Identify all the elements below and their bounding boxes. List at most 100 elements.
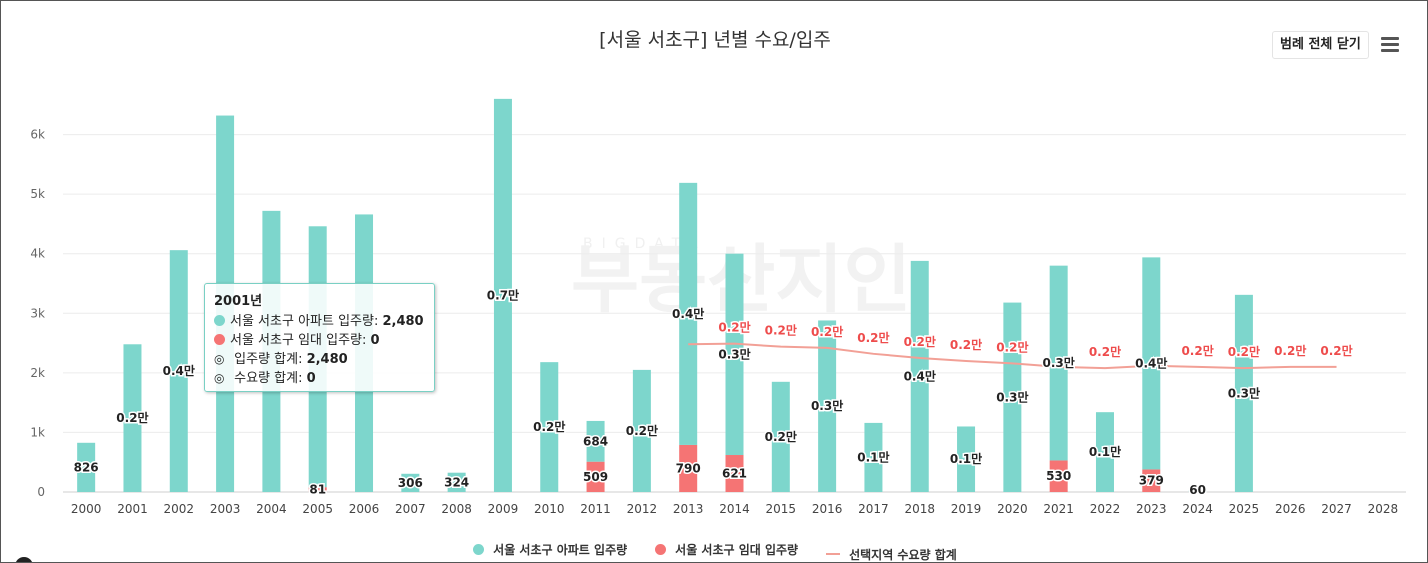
data-label-demand: 0.2만 bbox=[1089, 344, 1121, 359]
data-labels: 826 0.2만 0.4만 81 306 324 0.7만 0.2만 684 509 0.2만 0.4… bbox=[72, 286, 1354, 499]
demand-line-path bbox=[688, 342, 1337, 370]
data-label-apartment: 0.7만 bbox=[487, 287, 519, 302]
data-label-demand: 0.2만 bbox=[718, 320, 750, 335]
data-label-apartment: 826 bbox=[74, 460, 99, 474]
x-tick-label: 2004 bbox=[256, 502, 287, 516]
legend-item[interactable]: 서울 서초구 아파트 입주량 bbox=[473, 541, 627, 558]
data-label-demand: 0.2만 bbox=[1320, 343, 1352, 358]
legend-item[interactable]: 선택지역 수요량 합계 bbox=[826, 546, 957, 563]
legend: 서울 서초구 아파트 입주량 서울 서초구 임대 입주량 선택지역 수요량 합계 bbox=[1, 541, 1427, 563]
bar-apartment bbox=[910, 260, 929, 492]
bar-apartment bbox=[1049, 265, 1068, 461]
tooltip-row-apartment: 서울 서초구 아파트 입주량: 2,480 bbox=[214, 312, 425, 331]
data-label-apartment: 0.1만 bbox=[950, 451, 982, 466]
legend-label: 선택지역 수요량 합계 bbox=[849, 547, 957, 562]
bar-apartment bbox=[1142, 257, 1161, 470]
x-tick-label: 2005 bbox=[302, 502, 333, 516]
data-label-apartment: 306 bbox=[398, 476, 423, 490]
data-label-demand: 0.2만 bbox=[765, 323, 797, 338]
bar-apartment bbox=[447, 472, 466, 492]
bar-apartment bbox=[493, 98, 512, 492]
data-label-apartment: 0.3만 bbox=[718, 346, 750, 361]
x-tick-label: 2000 bbox=[71, 502, 102, 516]
tooltip-label: 서울 서초구 아파트 입주량: bbox=[230, 314, 383, 329]
x-tick-label: 2025 bbox=[1229, 502, 1260, 516]
data-label-demand: 0.2만 bbox=[996, 339, 1028, 354]
data-label-apartment: 0.2만 bbox=[116, 410, 148, 425]
tooltip-value: 0 bbox=[370, 333, 380, 348]
x-tick-label: 2016 bbox=[812, 502, 843, 516]
data-label-apartment: 0.4만 bbox=[163, 363, 195, 378]
y-tick-label: 6k bbox=[30, 128, 45, 142]
chart-title: [서울 서초구] 년별 수요/입주 bbox=[599, 29, 831, 51]
bar-apartment bbox=[864, 422, 883, 492]
circle-target-icon: ◎ bbox=[214, 352, 225, 366]
tooltip-row-supply-total: ◎ 입주량 합계: 2,480 bbox=[214, 350, 425, 369]
data-label-demand: 0.2만 bbox=[904, 334, 936, 349]
y-tick-label: 4k bbox=[30, 247, 45, 261]
tooltip-label: 수요량 합계: bbox=[230, 371, 307, 386]
data-label-apartment: 0.3만 bbox=[996, 389, 1028, 404]
tooltip: 2001년 서울 서초구 아파트 입주량: 2,480 서울 서초구 임대 입주… bbox=[204, 283, 435, 392]
data-label-apartment: 60 bbox=[1189, 483, 1206, 497]
data-label-rental: 530 bbox=[1046, 469, 1071, 483]
data-label-apartment: 0.3만 bbox=[1228, 385, 1260, 400]
y-tick-label: 0 bbox=[37, 485, 45, 499]
x-tick-label: 2022 bbox=[1090, 502, 1121, 516]
data-label-apartment: 0.3만 bbox=[1043, 355, 1075, 370]
circle-target-icon: ◎ bbox=[214, 371, 225, 385]
data-label-apartment: 0.2만 bbox=[533, 419, 565, 434]
tooltip-row-demand-total: ◎ 수요량 합계: 0 bbox=[214, 369, 425, 388]
tooltip-label: 입주량 합계: bbox=[230, 352, 307, 367]
data-label-demand: 0.2만 bbox=[1228, 344, 1260, 359]
bar-apartment bbox=[1188, 488, 1207, 492]
hamburger-menu-icon[interactable] bbox=[1377, 31, 1403, 57]
x-tick-label: 2018 bbox=[904, 502, 935, 516]
data-label-demand: 0.2만 bbox=[950, 337, 982, 352]
data-label-apartment: 684 bbox=[583, 434, 608, 448]
x-tick-label: 2001 bbox=[117, 502, 148, 516]
bar-apartment bbox=[1003, 302, 1022, 492]
tooltip-row-rental: 서울 서초구 임대 입주량: 0 bbox=[214, 331, 425, 350]
data-label-rental: 790 bbox=[676, 461, 701, 475]
x-tick-label: 2023 bbox=[1136, 502, 1167, 516]
legend-label: 서울 서초구 임대 입주량 bbox=[675, 543, 799, 557]
x-tick-label: 2021 bbox=[1043, 502, 1074, 516]
x-tick-label: 2024 bbox=[1182, 502, 1213, 516]
x-tick-label: 2009 bbox=[488, 502, 519, 516]
x-tick-label: 2017 bbox=[858, 502, 889, 516]
x-tick-label: 2010 bbox=[534, 502, 565, 516]
bar-rental bbox=[679, 444, 698, 492]
data-label-rental: 621 bbox=[722, 467, 747, 481]
red-dot-icon bbox=[214, 334, 225, 345]
tooltip-label: 서울 서초구 임대 입주량: bbox=[230, 333, 371, 348]
data-label-demand: 0.2만 bbox=[857, 330, 889, 345]
menu-bar bbox=[1381, 37, 1399, 40]
bar-apartment bbox=[771, 381, 790, 492]
bar-apartment bbox=[818, 320, 837, 492]
data-label-apartment: 0.1만 bbox=[1089, 444, 1121, 459]
x-tick-label: 2028 bbox=[1368, 502, 1399, 516]
data-label-demand: 0.2만 bbox=[1181, 343, 1213, 358]
data-label-apartment: 0.4만 bbox=[1135, 355, 1167, 370]
data-label-rental: 509 bbox=[583, 470, 608, 484]
bar-apartment bbox=[957, 426, 976, 492]
legend-item[interactable]: 서울 서초구 임대 입주량 bbox=[655, 541, 798, 558]
data-label-apartment: 324 bbox=[444, 475, 469, 489]
legend-toggle-button[interactable]: 범례 전체 닫기 bbox=[1272, 31, 1369, 59]
y-tick-label: 1k bbox=[30, 425, 45, 439]
bar-apartment bbox=[632, 369, 651, 492]
x-tick-label: 2012 bbox=[627, 502, 658, 516]
x-tick-label: 2011 bbox=[580, 502, 611, 516]
bar-apartment bbox=[1095, 412, 1114, 492]
bar-apartment bbox=[169, 250, 188, 492]
data-label-apartment: 0.2만 bbox=[626, 423, 658, 438]
x-tick-label: 2008 bbox=[441, 502, 472, 516]
x-tick-label: 2019 bbox=[951, 502, 982, 516]
data-label-apartment: 0.2만 bbox=[765, 429, 797, 444]
legend-dot-icon bbox=[655, 544, 667, 555]
bar-apartment bbox=[77, 442, 96, 492]
menu-bar bbox=[1381, 43, 1399, 46]
x-tick-label: 2006 bbox=[349, 502, 380, 516]
